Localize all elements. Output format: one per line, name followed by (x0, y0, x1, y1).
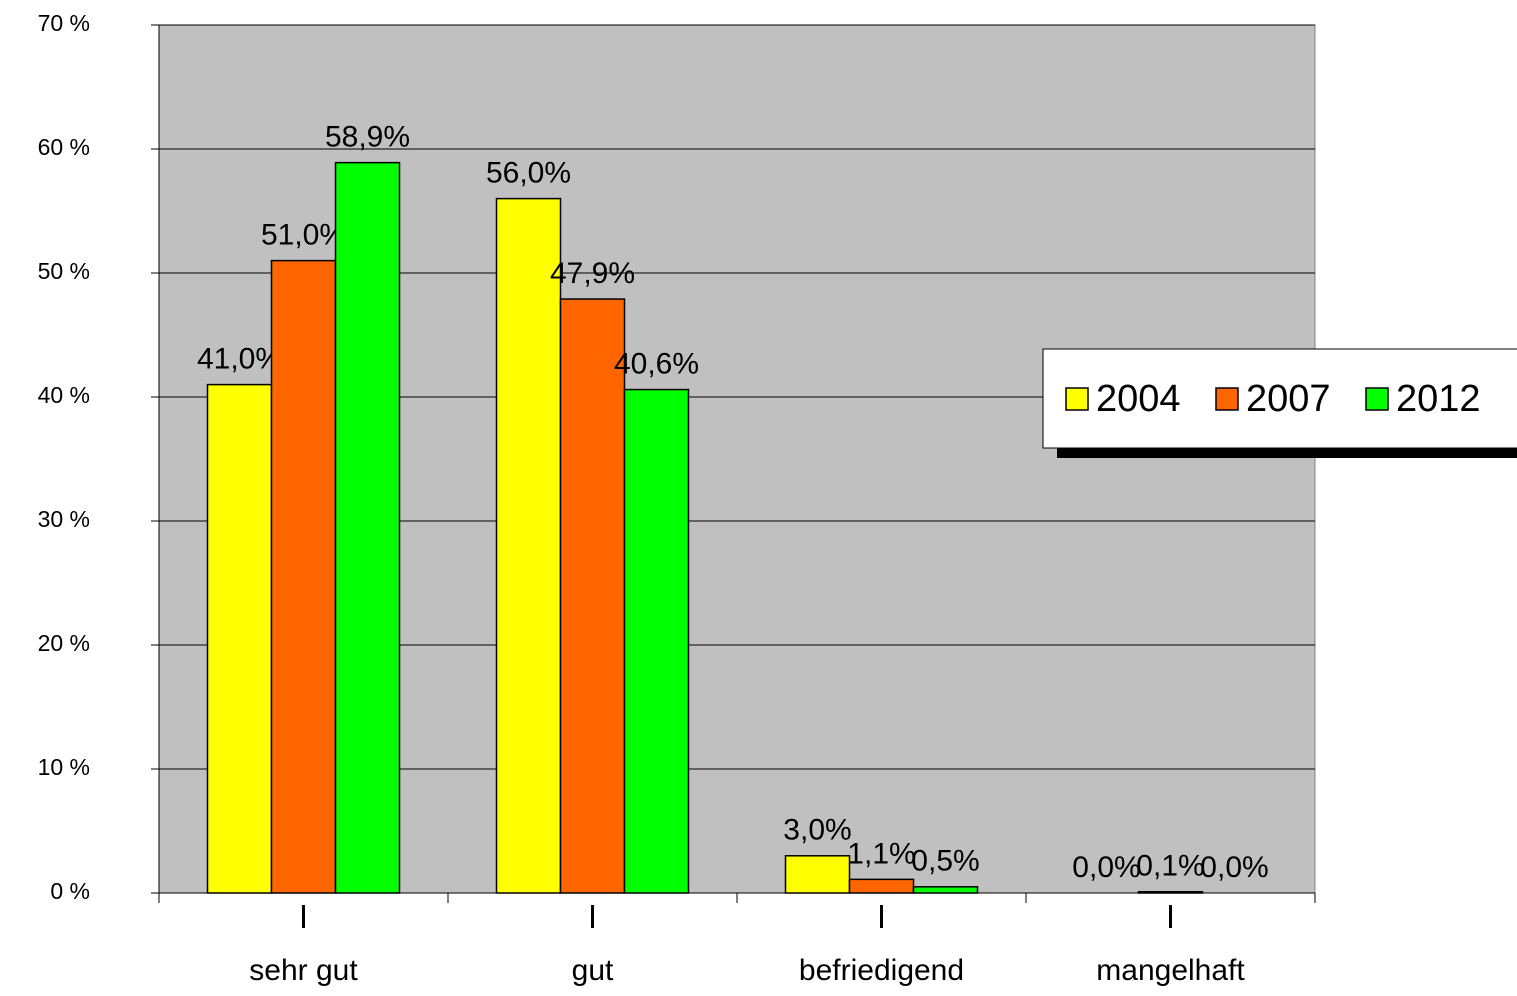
x-tick-label: sehr gut (249, 954, 358, 987)
value-label: 3,0% (783, 814, 851, 847)
y-tick-label: 20 % (38, 630, 90, 656)
legend-swatch (1365, 387, 1389, 411)
legend-label: 2007 (1246, 378, 1331, 420)
bar (623, 388, 690, 894)
legend-label: 2012 (1396, 378, 1481, 420)
bar (784, 855, 851, 894)
value-label: 0,1% (1136, 850, 1204, 883)
y-tick-label: 0 % (50, 878, 90, 904)
y-tick-label: 60 % (38, 134, 90, 160)
y-tick-label: 30 % (38, 506, 90, 532)
value-label: 58,9% (325, 121, 410, 154)
legend-label: 2004 (1096, 378, 1181, 420)
x-tick-label: befriedigend (799, 954, 964, 987)
y-tick-label: 40 % (38, 382, 90, 408)
bar (912, 886, 979, 894)
bar (270, 259, 337, 894)
value-label: 47,9% (550, 257, 635, 290)
value-label: 0,0% (1072, 851, 1140, 884)
x-tick-label: mangelhaft (1096, 954, 1245, 987)
bar (334, 161, 401, 894)
value-label: 0,5% (911, 845, 979, 878)
value-label: 51,0% (261, 219, 346, 252)
bar (206, 383, 273, 894)
bar (848, 878, 915, 894)
legend (1042, 348, 1517, 449)
y-tick-label: 10 % (38, 754, 90, 780)
bar (495, 197, 562, 894)
value-label: 1,1% (847, 837, 915, 870)
y-tick-label: 50 % (38, 258, 90, 284)
value-label: 40,6% (614, 347, 699, 380)
legend-swatch (1065, 387, 1089, 411)
bar (559, 298, 626, 894)
x-tick-label: gut (572, 954, 614, 987)
value-label: 56,0% (486, 157, 571, 190)
value-label: 41,0% (197, 343, 282, 376)
legend-swatch (1215, 387, 1239, 411)
value-label: 0,0% (1200, 851, 1268, 884)
y-tick-label: 70 % (38, 10, 90, 36)
